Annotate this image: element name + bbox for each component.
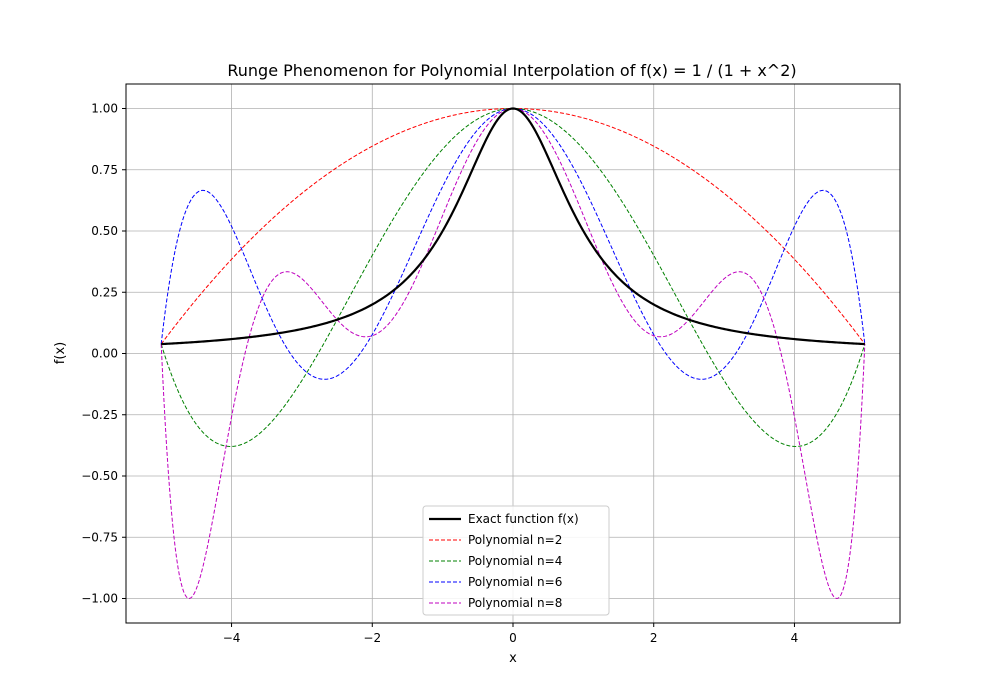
series-line [161, 107, 865, 346]
y-axis-label: f(x) [53, 342, 68, 364]
x-tick-label: 0 [509, 631, 517, 645]
legend-label: Polynomial n=4 [468, 554, 562, 568]
y-axis: −1.00 −0.75 −0.50 −0.25 0.00 0.25 0.50 0.75 1.00 [81, 102, 126, 606]
x-tick-label: 4 [791, 631, 799, 645]
y-tick-label: 0.75 [91, 163, 118, 177]
y-tick-label: 0.50 [91, 224, 118, 238]
legend-label: Polynomial n=2 [468, 533, 562, 547]
x-tick-label: −4 [223, 631, 241, 645]
legend-box [422, 505, 610, 616]
series-layer [160, 107, 866, 600]
legend-label: Polynomial n=8 [468, 596, 562, 610]
chart-title: Runge Phenomenon for Polynomial Interpol… [227, 61, 796, 80]
legend: Exact function f(x) Polynomial n=2 Polynom… [422, 505, 610, 616]
x-tick-label: 2 [650, 631, 658, 645]
y-tick-label: −0.25 [81, 408, 118, 422]
legend-label: Polynomial n=6 [468, 575, 562, 589]
x-tick-label: −2 [363, 631, 381, 645]
y-tick-label: 0.00 [91, 347, 118, 361]
y-tick-label: 1.00 [91, 102, 118, 116]
y-tick-label: 0.25 [91, 285, 118, 299]
x-axis: −4 −2 0 2 4 [223, 623, 799, 645]
y-tick-label: −0.50 [81, 469, 118, 483]
y-tick-label: −0.75 [81, 530, 118, 544]
legend-label: Exact function f(x) [468, 512, 579, 526]
y-tick-label: −1.00 [81, 592, 118, 606]
x-axis-label: x [509, 651, 517, 666]
